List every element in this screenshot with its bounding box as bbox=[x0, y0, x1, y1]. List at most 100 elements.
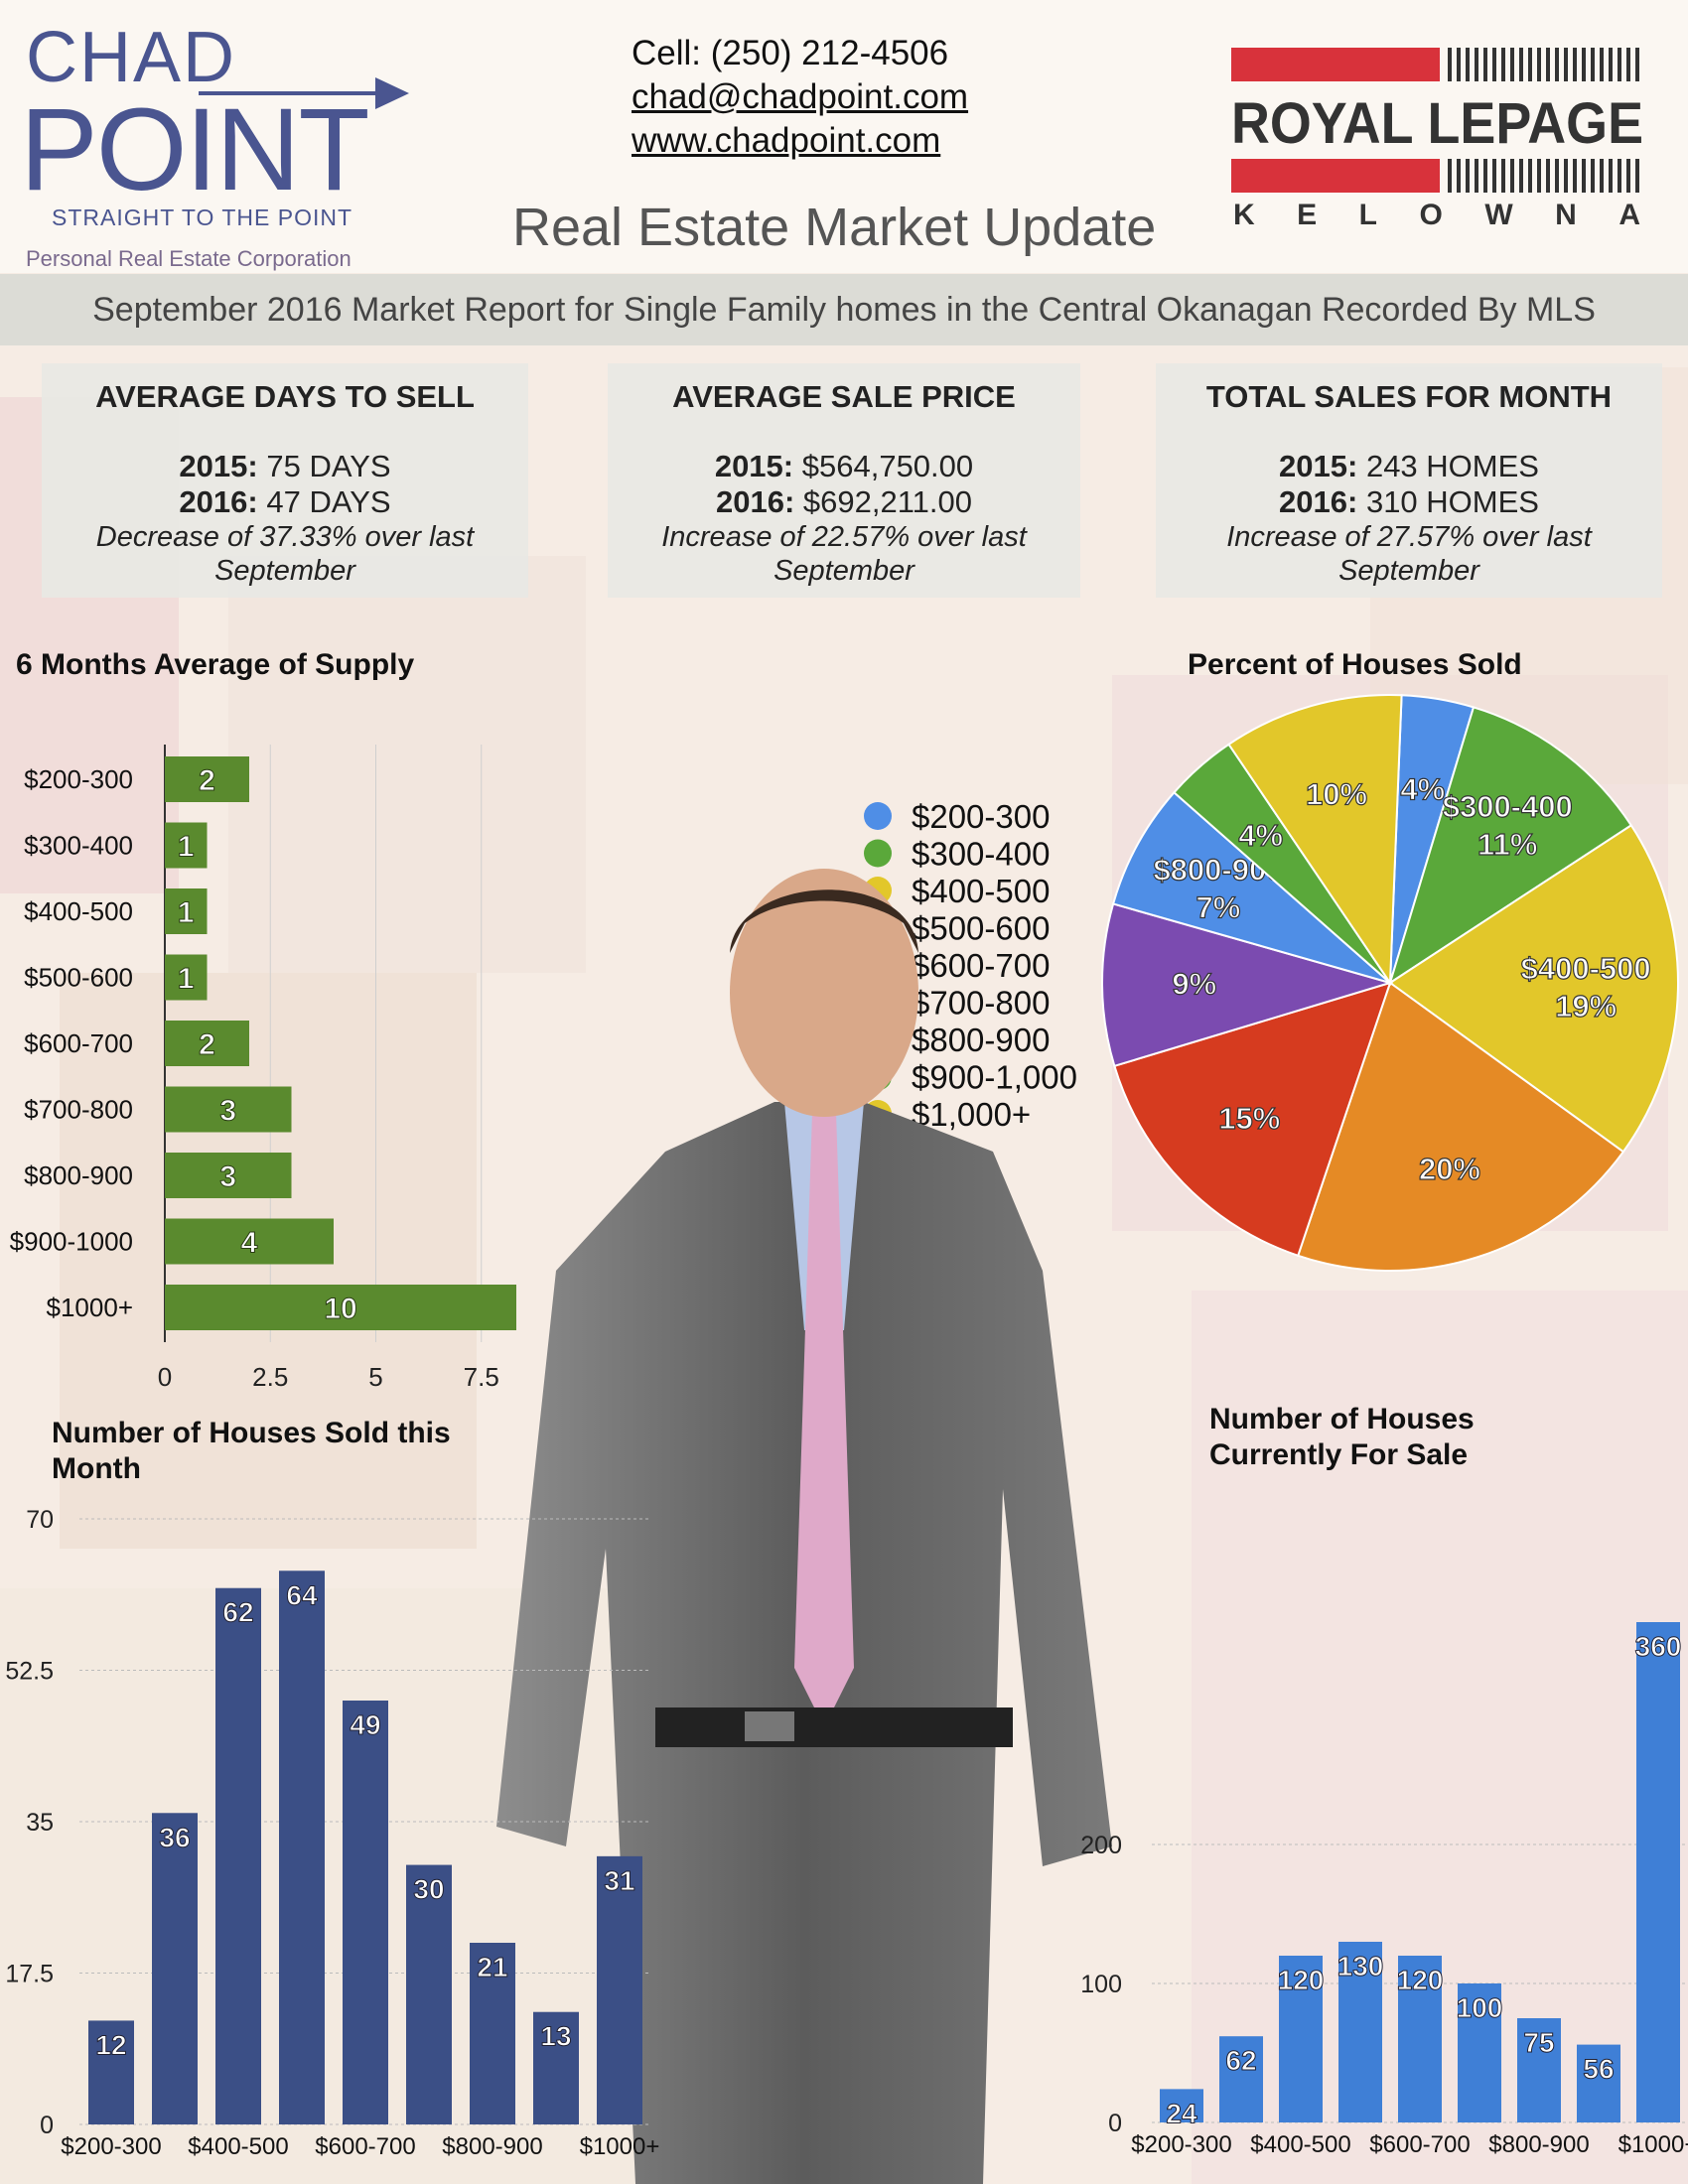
legend-entry: $700-800 bbox=[912, 985, 1050, 1022]
stat-total-sales: TOTAL SALES FOR MONTH 2015: 243 HOMES 20… bbox=[1156, 363, 1662, 598]
legend-entry: $400-500 bbox=[912, 873, 1050, 909]
bar bbox=[88, 2020, 134, 2124]
stat-note: Increase of 22.57% over last September bbox=[661, 521, 1027, 587]
brand-stripe bbox=[1555, 159, 1559, 193]
x-tick-label: $800-900 bbox=[442, 2133, 542, 2160]
x-tick-label: $1000+ bbox=[580, 2133, 660, 2160]
bar-value-label: 24 bbox=[1166, 2098, 1197, 2128]
pie-slice-label: 4% bbox=[1400, 772, 1445, 807]
supply-bar bbox=[165, 888, 208, 934]
y-tick-label: 70 bbox=[26, 1506, 54, 1534]
year-value: $692,211.00 bbox=[802, 484, 972, 519]
legend-entry: $600-700 bbox=[912, 947, 1050, 984]
supply-bar bbox=[165, 1218, 334, 1265]
brand-stripe bbox=[1609, 48, 1613, 81]
logo-tagline: STRAIGHT TO THE POINT bbox=[52, 205, 353, 230]
pie-chart: 4%$300-40011%$400-50019%20%15%9%$800-900… bbox=[1101, 694, 1679, 1272]
brand-stripe bbox=[1475, 159, 1478, 193]
bar-value-label: 130 bbox=[1337, 1951, 1384, 1981]
stat-note: Increase of 27.57% over last September bbox=[1226, 521, 1592, 587]
supply-bar-label: 3 bbox=[219, 1160, 236, 1193]
year-label: 2016: bbox=[1279, 484, 1358, 519]
pie-chart-title: Percent of Houses Sold bbox=[1188, 648, 1522, 681]
legend-entry: $300-400 bbox=[912, 836, 1050, 873]
supply-chart: 0 2.5 5 7.5 $200-300 2 $300-400 1 $400-500 1 $500-… bbox=[10, 745, 516, 1390]
year-value: 310 HOMES bbox=[1365, 484, 1539, 519]
supply-category-label: $300-400 bbox=[24, 831, 133, 861]
supply-category-label: $700-800 bbox=[24, 1095, 133, 1125]
bar-value-label: 13 bbox=[540, 2021, 571, 2052]
supply-bar-label: 1 bbox=[178, 963, 195, 996]
supply-bar bbox=[165, 1021, 249, 1066]
x-tick-label: $400-500 bbox=[188, 2133, 288, 2160]
supply-bar bbox=[165, 756, 249, 802]
bar-value-label: 100 bbox=[1457, 1992, 1503, 2023]
bar-value-label: 56 bbox=[1583, 2054, 1614, 2085]
pie-slice bbox=[1111, 790, 1391, 984]
royal-lepage-logo: ROYAL LEPAGE KELOWNA bbox=[1231, 44, 1648, 237]
bar bbox=[1279, 1956, 1323, 2122]
bar-value-label: 21 bbox=[477, 1952, 507, 1982]
supply-bar bbox=[165, 822, 208, 869]
y-tick-label: 200 bbox=[1080, 1832, 1122, 1859]
brand-stripe bbox=[1519, 159, 1523, 193]
bar-value-label: 120 bbox=[1397, 1965, 1444, 1995]
brand-stripe bbox=[1573, 159, 1577, 193]
brand-stripe bbox=[1448, 48, 1452, 81]
brand-stripe bbox=[1582, 48, 1586, 81]
brand-stripe bbox=[1635, 159, 1639, 193]
legend-swatch bbox=[864, 802, 892, 830]
brand-bars-icon: ROYAL LEPAGE KELOWNA bbox=[1231, 48, 1643, 231]
website-link[interactable]: www.chadpoint.com bbox=[632, 121, 941, 160]
bar bbox=[597, 1855, 642, 2124]
supply-bar bbox=[165, 954, 208, 1001]
supply-x-tick: 5 bbox=[368, 1362, 382, 1390]
brand-stripe bbox=[1492, 48, 1496, 81]
bar bbox=[215, 1587, 261, 2124]
brand-stripe bbox=[1501, 48, 1505, 81]
stat-heading: AVERAGE DAYS TO SELL bbox=[95, 379, 475, 414]
brand-stripe bbox=[1573, 48, 1577, 81]
supply-category-label: $400-500 bbox=[24, 896, 133, 926]
email-link[interactable]: chad@chadpoint.com bbox=[632, 77, 969, 116]
brand-stripe bbox=[1483, 48, 1487, 81]
pie-slice bbox=[1101, 902, 1394, 1068]
y-tick-label: 17.5 bbox=[5, 1961, 54, 1988]
brand-stripe bbox=[1626, 159, 1630, 193]
bar bbox=[406, 1864, 452, 2124]
brand-stripe bbox=[1510, 48, 1514, 81]
supply-category-label: $600-700 bbox=[24, 1028, 133, 1058]
brand-stripe bbox=[1475, 48, 1478, 81]
x-tick-label: $600-700 bbox=[315, 2133, 415, 2160]
subtitle-band: September 2016 Market Report for Single … bbox=[0, 274, 1688, 345]
legend-entry: $500-600 bbox=[912, 910, 1050, 947]
pie-slice-label: 19% bbox=[1555, 989, 1617, 1024]
bar bbox=[470, 1943, 515, 2124]
supply-bar bbox=[165, 1086, 292, 1133]
stat-average-price: AVERAGE SALE PRICE 2015: $564,750.00 201… bbox=[608, 363, 1080, 598]
brand-stripe bbox=[1600, 159, 1604, 193]
logo-chad: CHAD bbox=[26, 18, 237, 97]
bar-value-label: 49 bbox=[350, 1709, 380, 1740]
supply-category-label: $200-300 bbox=[24, 764, 133, 794]
pie-slice-label: 10% bbox=[1306, 776, 1367, 811]
bar-value-label: 12 bbox=[95, 2029, 126, 2060]
bar bbox=[1219, 2036, 1263, 2122]
year-value: 47 DAYS bbox=[266, 484, 391, 519]
x-tick-label: $800-900 bbox=[1488, 2131, 1589, 2158]
bar bbox=[1517, 2018, 1561, 2122]
brand-stripe bbox=[1591, 48, 1595, 81]
legend-entry: $200-300 bbox=[912, 798, 1050, 835]
logo-point: POINT bbox=[20, 84, 370, 215]
bar-value-label: 62 bbox=[1225, 2045, 1256, 2076]
bar-value-label: 64 bbox=[286, 1579, 318, 1610]
x-tick-label: $400-500 bbox=[1250, 2131, 1350, 2158]
pie-slice bbox=[1296, 981, 1625, 1272]
year-value: $564,750.00 bbox=[801, 449, 974, 483]
year-value: 75 DAYS bbox=[266, 449, 391, 483]
page-title: Real Estate Market Update bbox=[512, 198, 1157, 257]
sold-chart: 0 17.5 35 52.5 70 12 36 62 64 49 30 21 13 31 $200-300 $… bbox=[5, 1506, 660, 2160]
brand-stripe bbox=[1609, 159, 1613, 193]
forsale-chart: 0 100 200 24 62 120 130 120 100 75 56 360 $200-300 $4… bbox=[1080, 1622, 1688, 2158]
bar bbox=[1398, 1956, 1442, 2122]
